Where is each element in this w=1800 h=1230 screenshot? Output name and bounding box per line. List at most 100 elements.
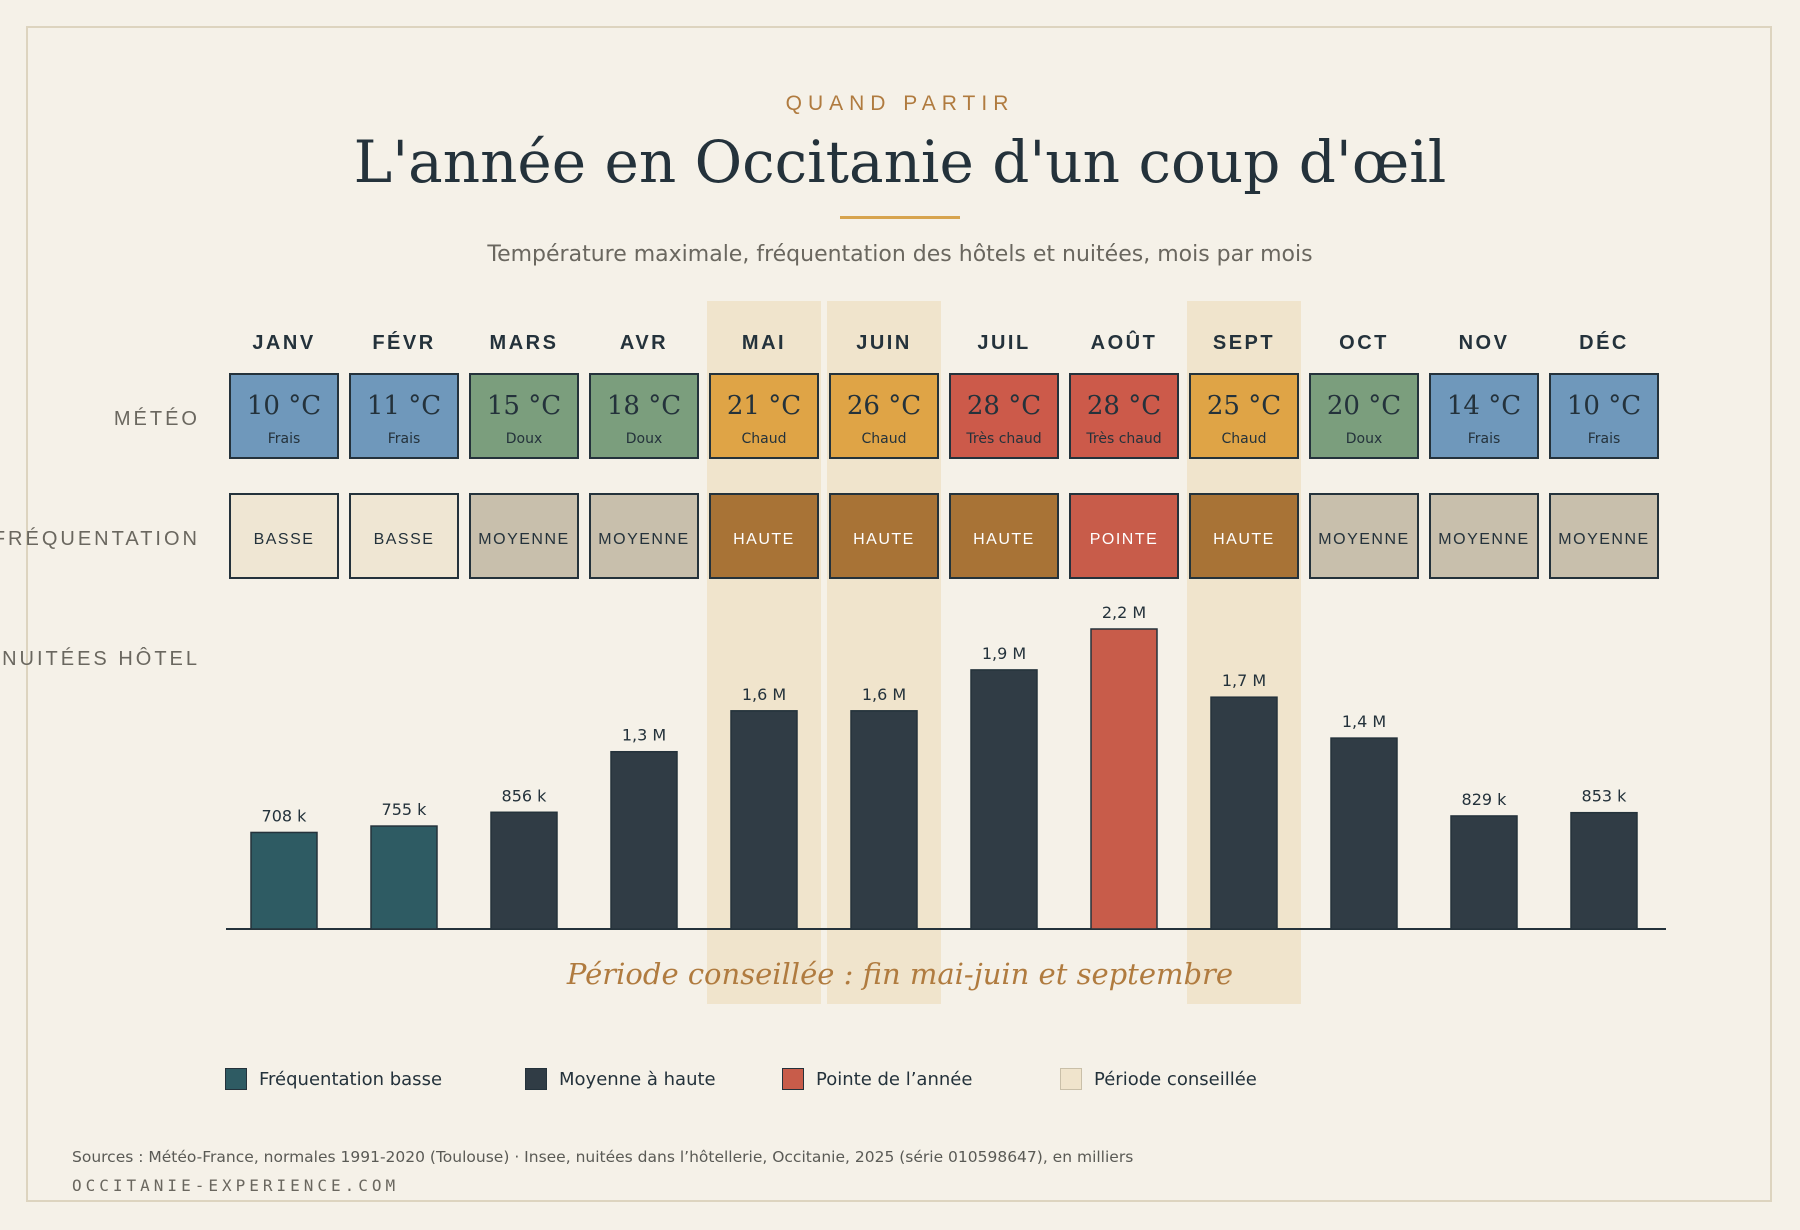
- attendance-tile-2: [469, 493, 579, 579]
- legend-label-period: Période conseillée: [1094, 1068, 1257, 1090]
- weather-descriptor-1: Frais: [388, 431, 421, 447]
- weather-tile-0: [229, 373, 339, 459]
- attendance-label-4: HAUTE: [733, 531, 795, 548]
- attendance-label-5: HAUTE: [853, 531, 915, 548]
- weather-descriptor-9: Doux: [1346, 431, 1383, 447]
- bar-value-label-10: 829 k: [1462, 790, 1508, 809]
- weather-descriptor-2: Doux: [506, 431, 543, 447]
- attendance-tile-8: [1189, 493, 1299, 579]
- bar-7: [1090, 628, 1158, 930]
- bar-value-label-6: 1,9 M: [982, 644, 1026, 663]
- title-rule: [840, 216, 960, 219]
- weather-temp-9: 20 °C: [1327, 391, 1401, 421]
- bar-value-label-11: 853 k: [1582, 787, 1628, 806]
- month-label-7: AOÛT: [1091, 330, 1158, 354]
- attendance-tile-1: [349, 493, 459, 579]
- weather-descriptor-0: Frais: [268, 431, 301, 447]
- weather-tile-1: [349, 373, 459, 459]
- attendance-label-1: BASSE: [374, 531, 435, 548]
- bar-value-label-9: 1,4 M: [1342, 712, 1386, 731]
- weather-tile-10: [1429, 373, 1539, 459]
- bar-value-label-1: 755 k: [382, 800, 428, 819]
- month-label-4: MAI: [742, 332, 786, 354]
- weather-temp-1: 11 °C: [367, 391, 441, 421]
- site-url: OCCITANIE-EXPERIENCE.COM: [72, 1176, 400, 1195]
- weather-descriptor-4: Chaud: [742, 431, 787, 447]
- weather-temp-3: 18 °C: [607, 391, 681, 421]
- weather-temp-2: 15 °C: [487, 391, 561, 421]
- attendance-label-7: POINTE: [1090, 531, 1159, 548]
- weather-tile-4: [709, 373, 819, 459]
- attendance-label-8: HAUTE: [1213, 531, 1275, 548]
- attendance-tile-9: [1309, 493, 1419, 579]
- attendance-tile-4: [709, 493, 819, 579]
- kicker: QUAND PARTIR: [785, 92, 1015, 115]
- attendance-tile-0: [229, 493, 339, 579]
- legend-label-peak: Pointe de l’année: [816, 1068, 973, 1090]
- weather-descriptor-8: Chaud: [1222, 431, 1267, 447]
- attendance-tile-11: [1549, 493, 1659, 579]
- weather-tile-2: [469, 373, 579, 459]
- legend: Fréquentation basse Moyenne à haute Poin…: [225, 1066, 1425, 1092]
- attendance-tile-3: [589, 493, 699, 579]
- row-label-attendance: FRÉQUENTATION: [0, 528, 200, 550]
- weather-temp-5: 26 °C: [847, 391, 921, 421]
- legend-swatch-period: [1060, 1068, 1082, 1090]
- bar-6: [970, 669, 1038, 930]
- weather-tile-7: [1069, 373, 1179, 459]
- weather-tile-5: [829, 373, 939, 459]
- month-label-0: JANV: [252, 332, 315, 354]
- weather-temp-10: 14 °C: [1447, 391, 1521, 421]
- bar-3: [610, 750, 678, 930]
- bar-9: [1330, 737, 1398, 930]
- legend-item-period: Période conseillée: [1060, 1066, 1257, 1092]
- bar-value-label-0: 708 k: [262, 806, 308, 825]
- legend-label-medium: Moyenne à haute: [559, 1068, 716, 1090]
- subtitle: Température maximale, fréquentation des …: [487, 242, 1313, 267]
- bar-value-label-2: 856 k: [502, 786, 548, 805]
- bar-value-label-8: 1,7 M: [1222, 671, 1266, 690]
- weather-tile-3: [589, 373, 699, 459]
- attendance-tile-10: [1429, 493, 1539, 579]
- bar-value-label-7: 2,2 M: [1102, 603, 1146, 622]
- weather-descriptor-7: Très chaud: [1085, 431, 1161, 447]
- legend-swatch-peak: [782, 1068, 804, 1090]
- attendance-label-0: BASSE: [254, 531, 315, 548]
- bar-11: [1570, 811, 1638, 930]
- row-label-weather: MÉTÉO: [113, 408, 200, 430]
- month-label-2: MARS: [490, 332, 559, 354]
- legend-item-peak: Pointe de l’année: [782, 1066, 972, 1092]
- legend-swatch-medium: [525, 1068, 547, 1090]
- weather-descriptor-6: Très chaud: [965, 431, 1041, 447]
- bar-8: [1210, 696, 1278, 930]
- legend-item-medium: Moyenne à haute: [525, 1066, 716, 1092]
- weather-temp-8: 25 °C: [1207, 391, 1281, 421]
- weather-temp-6: 28 °C: [967, 391, 1041, 421]
- bar-2: [490, 811, 558, 930]
- legend-item-low: Fréquentation basse: [225, 1066, 442, 1092]
- weather-temp-0: 10 °C: [247, 391, 321, 421]
- page-title: L'année en Occitanie d'un coup d'œil: [353, 128, 1447, 196]
- month-label-5: JUIN: [856, 332, 912, 354]
- weather-tile-11: [1549, 373, 1659, 459]
- bar-1: [370, 825, 438, 930]
- weather-temp-4: 21 °C: [727, 391, 801, 421]
- month-label-10: NOV: [1459, 332, 1510, 354]
- month-label-11: DÉC: [1579, 331, 1629, 354]
- bar-4: [730, 710, 798, 930]
- weather-descriptor-10: Frais: [1468, 431, 1501, 447]
- weather-descriptor-5: Chaud: [862, 431, 907, 447]
- bar-0: [250, 831, 318, 930]
- bar-10: [1450, 815, 1518, 930]
- month-label-6: JUIL: [977, 332, 1030, 354]
- legend-swatch-low: [225, 1068, 247, 1090]
- source-note: Sources : Météo-France, normales 1991-20…: [72, 1148, 1134, 1166]
- month-label-3: AVR: [620, 332, 668, 354]
- bar-value-label-3: 1,3 M: [622, 726, 666, 745]
- attendance-label-6: HAUTE: [973, 531, 1035, 548]
- month-label-1: FÉVR: [372, 331, 435, 354]
- attendance-label-10: MOYENNE: [1438, 531, 1529, 548]
- page-frame: [26, 26, 1772, 1202]
- attendance-label-3: MOYENNE: [598, 531, 689, 548]
